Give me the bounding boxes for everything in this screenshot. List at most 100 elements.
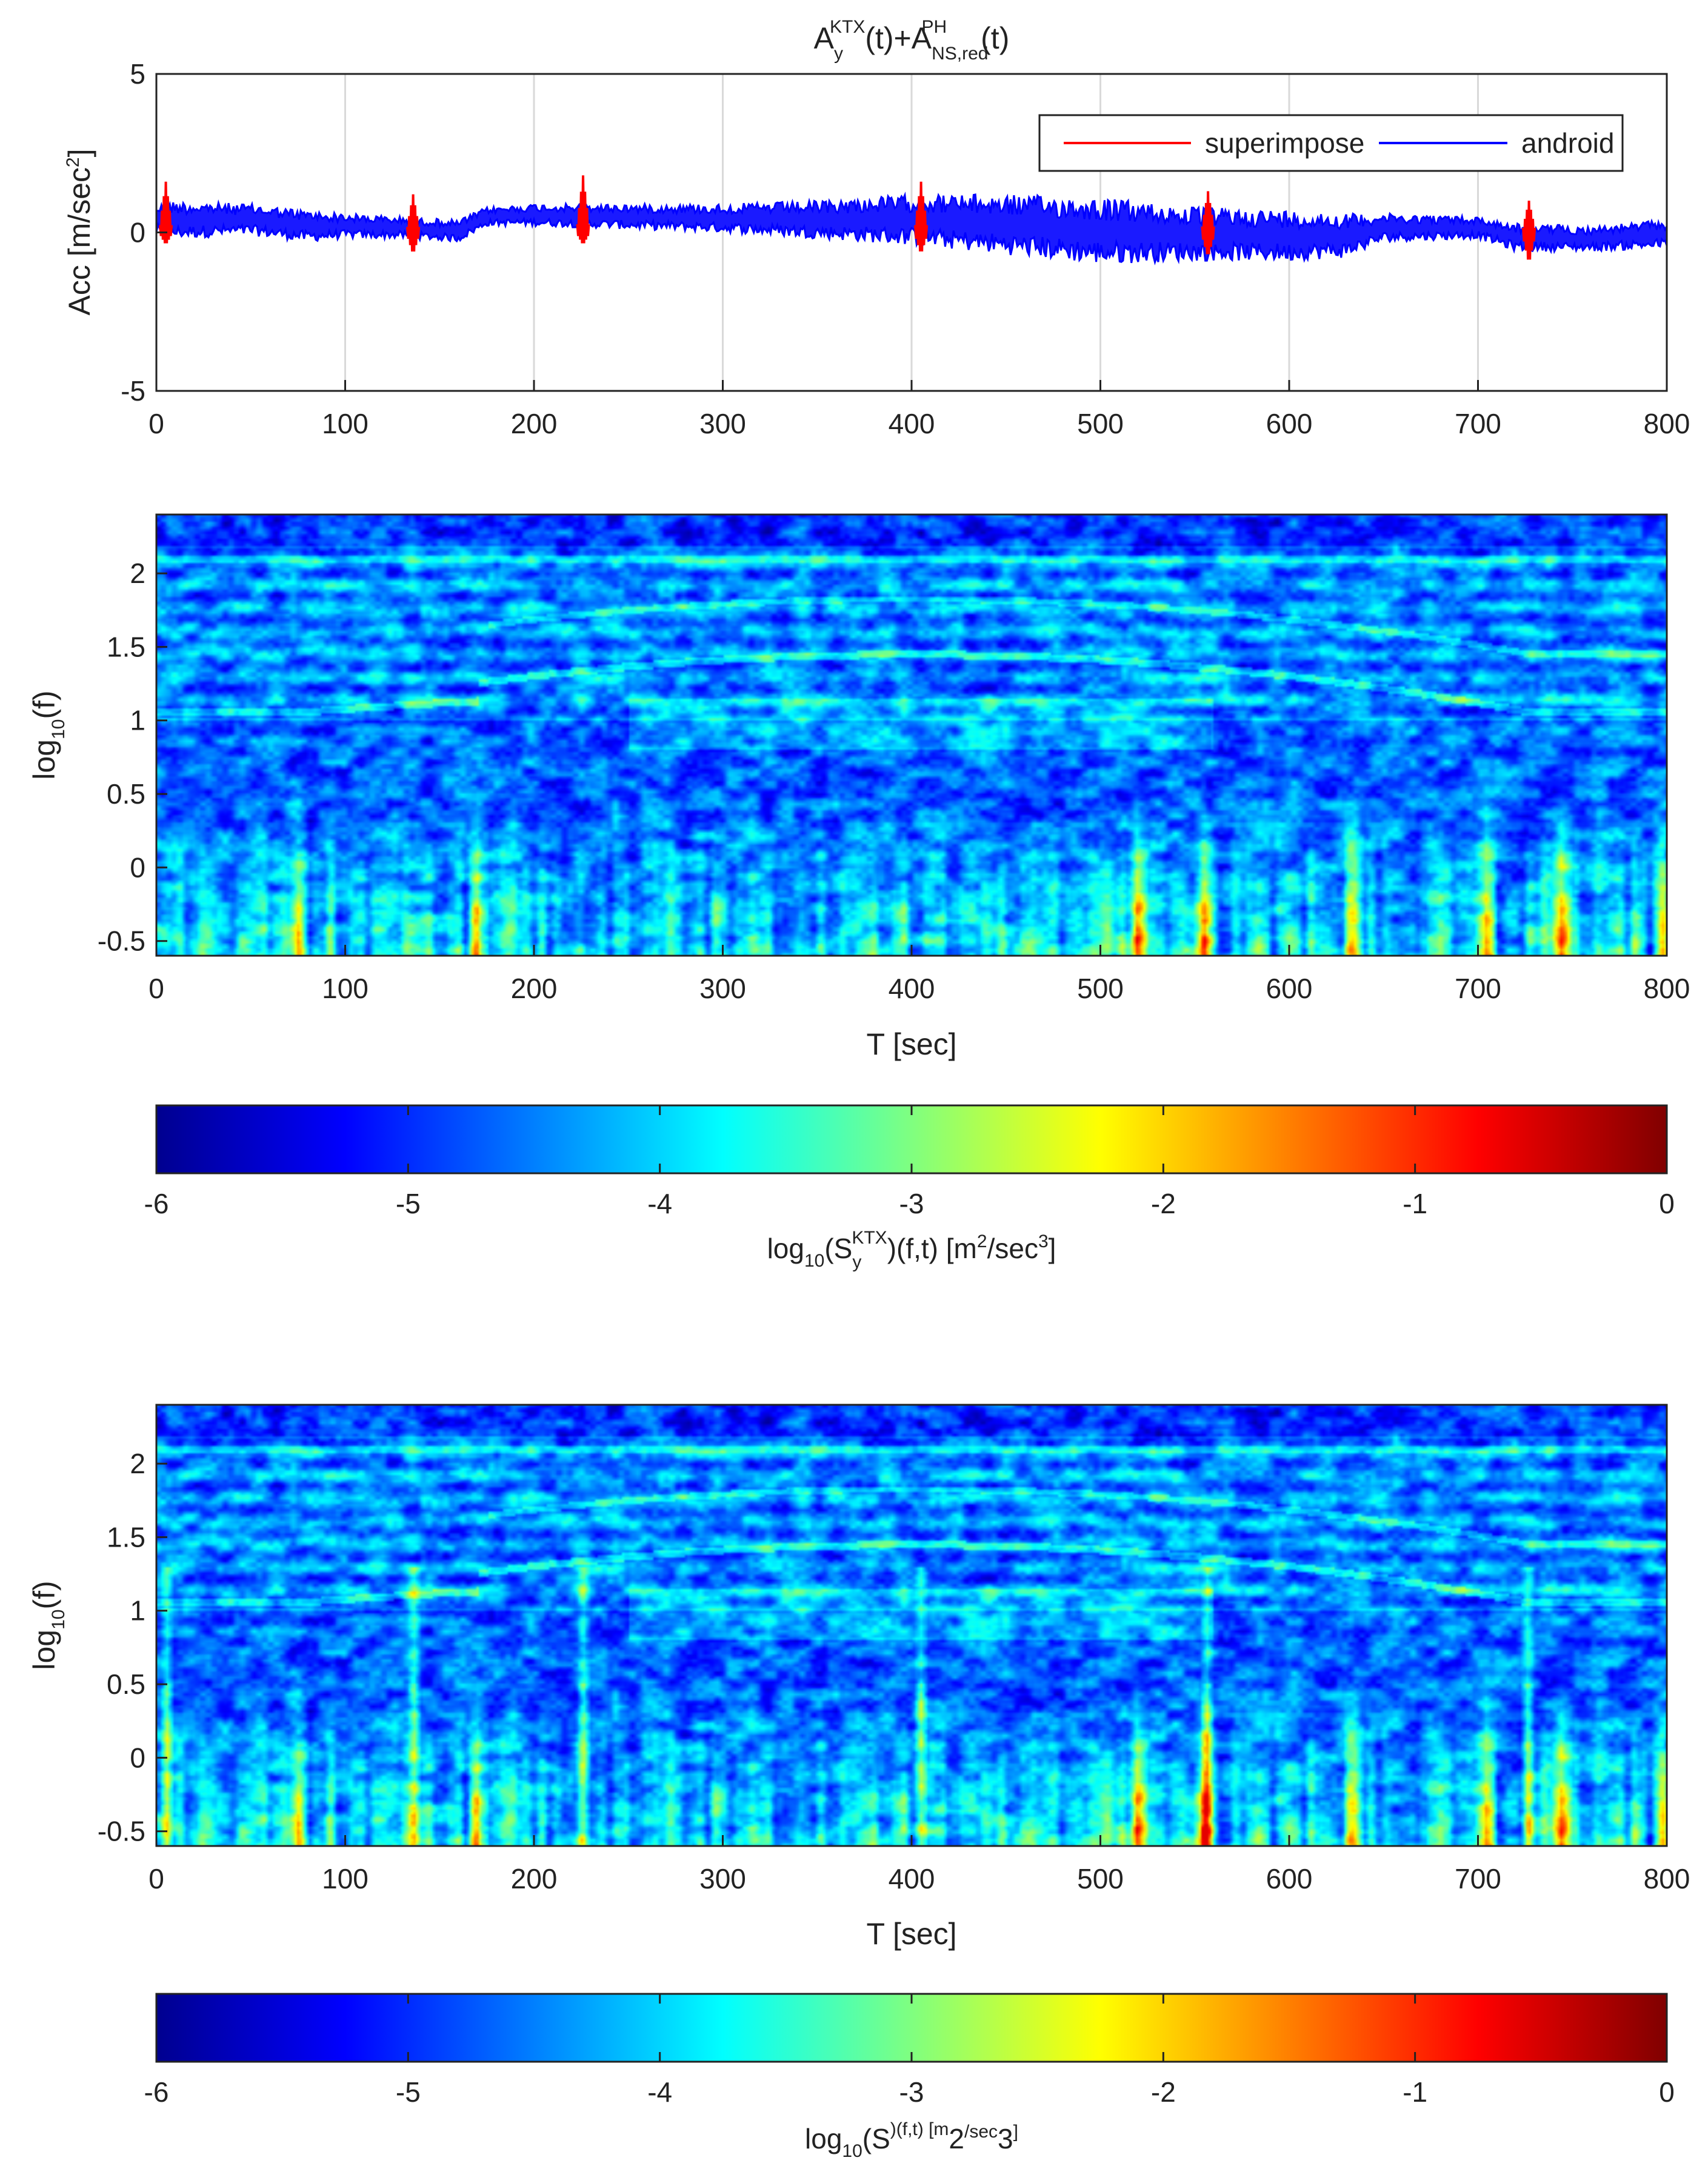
x-tick-label: 400: [889, 973, 935, 1004]
spectrogram-1-x-ticks: 0 100 200 300 400 500 600 700 800: [148, 945, 1690, 1004]
superimpose-spike: [576, 175, 590, 244]
colorbar-2-gradient: [155, 1993, 1668, 2063]
y-tick-label: 1: [130, 705, 145, 736]
y-tick-label: 2: [130, 558, 145, 589]
title-part-a: A: [814, 21, 835, 55]
spectrogram-1-x-axis-label: T [sec]: [866, 1027, 956, 1061]
cb1-close: ]: [1049, 1233, 1056, 1264]
x-tick-label: 800: [1644, 1863, 1690, 1894]
colorbar-tick-label: -4: [647, 2076, 672, 2108]
x-tick-label: 500: [1077, 408, 1124, 439]
x-tick-label: 500: [1077, 973, 1124, 1004]
cb1-sub10: 10: [804, 1251, 824, 1271]
cb2-sub10: 10: [842, 2141, 862, 2161]
colorbar-tick-label: -3: [899, 1188, 924, 1219]
colorbar-tick-label: -5: [396, 2076, 421, 2108]
cb2-sec: 3: [998, 2123, 1013, 2154]
x-tick-label: 400: [889, 1863, 935, 1894]
cb1-s: (S: [824, 1233, 852, 1264]
x-tick-label: 500: [1077, 1863, 1124, 1894]
spectrogram-1-y-axis-label: log10(f): [27, 690, 68, 779]
colorbar-tick-label: 0: [1659, 2076, 1675, 2108]
spectrogram-1-image-holder: [156, 515, 1667, 956]
cb2-rest: 2: [949, 2123, 964, 2154]
timeseries-title: Ay KTX(t)+ANS,red PH (t): [814, 17, 1010, 64]
cb2-sup3: ]: [1013, 2122, 1018, 2142]
superimpose-spike: [159, 181, 173, 244]
spectrogram-1-y-ticks: 2 1.5 1 0.5 0 -0.5: [98, 558, 167, 957]
colorbar-1: -6 -5 -4 -3 -2 -1 0 log10(Sy KTX)(f,t) [m2/sec3…: [144, 1104, 1675, 1272]
cb1-sup2: 2: [977, 1231, 987, 1251]
x-tick-label: 700: [1455, 1863, 1501, 1894]
legend: superimpose android: [1038, 114, 1624, 172]
x-tick-label: 0: [148, 1863, 164, 1894]
x-tick-label: 800: [1644, 973, 1690, 1004]
colorbar-tick-label: -6: [144, 2076, 169, 2108]
y-tick-label: 0: [130, 851, 145, 883]
spectrogram-2-x-ticks: 0 100 200 300 400 500 600 700 800: [148, 1835, 1690, 1894]
colorbar-1-ticks: -6 -5 -4 -3 -2 -1 0: [144, 1105, 1675, 1219]
colorbar-tick-label: -4: [647, 1188, 672, 1219]
x-tick-label: 100: [322, 408, 369, 439]
timeseries-y-axis-label: Acc [m/sec2]: [62, 148, 96, 315]
x-tick-label: 200: [511, 408, 558, 439]
cb2-sup-ktxph: )(f,t) [m: [890, 2119, 949, 2139]
cb1-sec: /sec: [987, 1233, 1038, 1264]
s2-ylabel-log: log: [27, 1630, 61, 1670]
title-sub-y: y: [834, 44, 843, 64]
ylabel-part-a: Acc [m/sec: [62, 167, 96, 315]
colorbar-tick-label: -6: [144, 1188, 169, 1219]
legend-label-android: android: [1521, 127, 1614, 159]
spectrogram-1-panel: 0 100 200 300 400 500 600 700 800 21.510.50-0.5 …: [27, 513, 1690, 1061]
y-tick-label: -0.5: [98, 925, 145, 957]
x-tick-label: 800: [1644, 408, 1690, 439]
x-tick-label: 200: [511, 973, 558, 1004]
spectrogram-2-panel: 0 100 200 300 400 500 600 700 800 21.510.50-0.5 …: [27, 1404, 1690, 1951]
spectrogram-2-image-holder: [156, 1405, 1667, 1846]
timeseries-panel: Ay KTX(t)+ANS,red PH (t) 0 100 200 300 400 500 60…: [62, 17, 1690, 439]
colorbar-tick-label: -1: [1403, 1188, 1427, 1219]
x-tick-label: 300: [699, 1863, 746, 1894]
title-part-plus: (t)+A: [865, 21, 932, 55]
x-tick-label: 300: [699, 408, 746, 439]
timeseries-y-ticks: 5 0 -5: [121, 58, 167, 407]
y-tick-label: 2: [130, 1448, 145, 1479]
colorbar-1-label: log10(Sy KTX)(f,t) [m2/sec3]: [767, 1228, 1056, 1272]
spectrogram-2-y-axis-label: log10(f): [27, 1581, 68, 1670]
y-tick-label: 0: [130, 217, 145, 248]
x-tick-label: 600: [1266, 1863, 1313, 1894]
s2-ylabel-sub: 10: [48, 1610, 68, 1630]
timeseries-x-ticks: 0 100 200 300 400 500 600 700 800: [148, 380, 1690, 439]
x-tick-label: 300: [699, 973, 746, 1004]
cb1-sub-y: y: [852, 1252, 861, 1272]
cb1-sup-ktx: KTX: [852, 1228, 887, 1248]
colorbar-tick-label: -1: [1403, 2076, 1427, 2108]
cb2-sup2: /sec: [964, 2122, 998, 2142]
title-sub-nsred: NS,red: [932, 44, 988, 64]
superimpose-spike: [1201, 191, 1215, 255]
colorbar-2-label: log10(S)(f,t) [m2/sec3]: [805, 2119, 1018, 2161]
colorbar-1-gradient: [155, 1104, 1668, 1174]
s1-ylabel-log: log: [27, 739, 61, 780]
cb1-log: log: [767, 1233, 804, 1264]
x-tick-label: 400: [889, 408, 935, 439]
y-tick-label: 1.5: [107, 631, 145, 662]
x-tick-label: 700: [1455, 408, 1501, 439]
spectrogram-2-y-ticks: 2 1.5 1 0.5 0 -0.5: [98, 1448, 167, 1847]
spectrogram-2-heatmap: [156, 1405, 1667, 1846]
superimpose-spike: [406, 194, 421, 252]
spectrogram-1-heatmap: [156, 515, 1667, 956]
y-tick-label: 1.5: [107, 1521, 145, 1553]
superimpose-spike: [1522, 201, 1536, 260]
cb1-rest: )(f,t) [m: [887, 1233, 977, 1264]
title-sup-ph: PH: [921, 17, 947, 37]
x-tick-label: 100: [322, 1863, 369, 1894]
colorbar-2-ticks: -6 -5 -4 -3 -2 -1 0: [144, 1994, 1675, 2108]
x-tick-label: 700: [1455, 973, 1501, 1004]
title-sup-ktx: KTX: [830, 17, 865, 37]
title-part-t: (t): [981, 21, 1009, 55]
spectrogram-2-x-axis-label: T [sec]: [866, 1917, 956, 1951]
ylabel-part-b: ]: [62, 148, 96, 157]
x-tick-label: 0: [148, 408, 164, 439]
